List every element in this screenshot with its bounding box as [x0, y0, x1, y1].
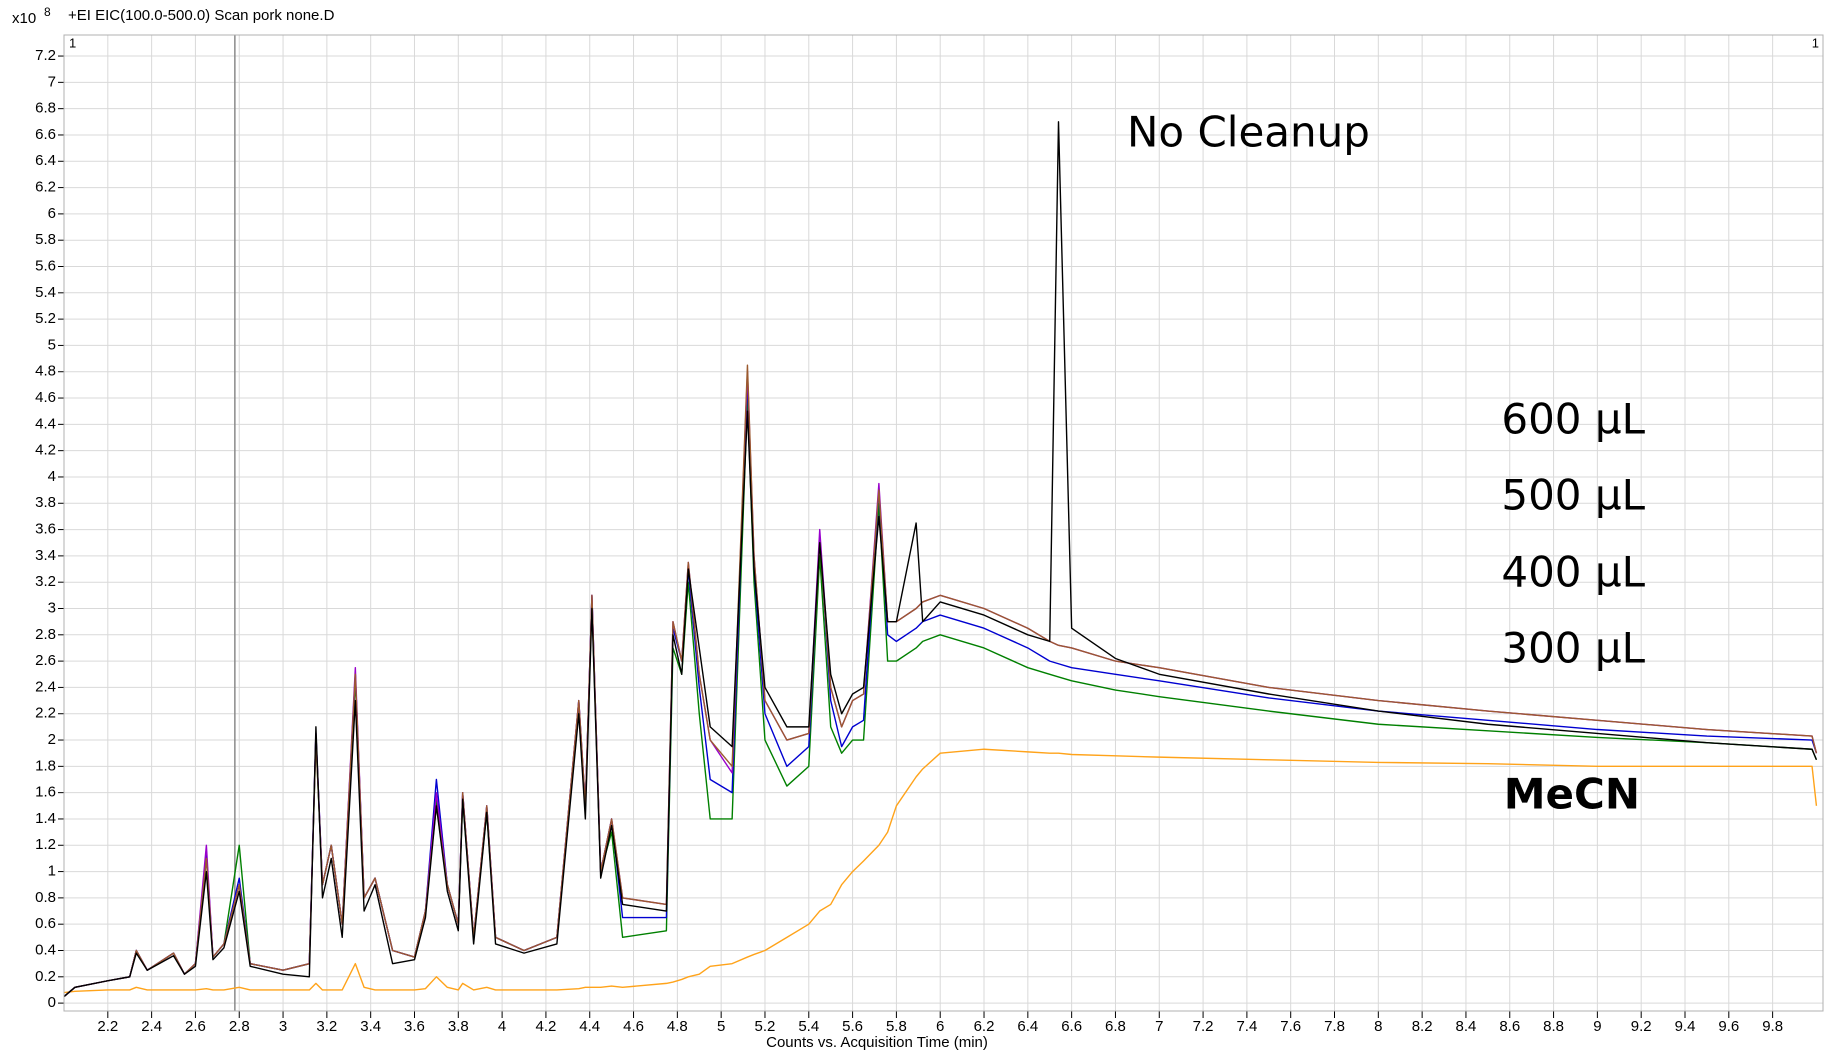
- x-tick-label: 4.4: [579, 1018, 600, 1035]
- x-tick-label: 8.8: [1543, 1018, 1564, 1035]
- x-tick-label: 5.2: [755, 1018, 776, 1035]
- y-tick-label: 3.8: [35, 494, 56, 511]
- y-tick-label: 7: [48, 73, 56, 90]
- series-label: MeCN: [1504, 770, 1640, 819]
- y-tick-label: 6.4: [35, 152, 56, 169]
- y-tick-label: 5.2: [35, 310, 56, 327]
- y-tick-label: 7.2: [35, 47, 56, 64]
- x-tick-label: 8.4: [1456, 1018, 1477, 1035]
- x-tick-label: 9: [1593, 1018, 1601, 1035]
- y-tick-label: 5.6: [35, 257, 56, 274]
- x-tick-label: 4.8: [667, 1018, 688, 1035]
- x-tick-label: 5: [717, 1018, 725, 1035]
- x-tick-label: 5.8: [886, 1018, 907, 1035]
- x-tick-label: 3.8: [448, 1018, 469, 1035]
- y-tick-label: 3: [48, 599, 56, 616]
- y-tick-label: 4: [48, 468, 56, 485]
- series-label: 500 µL: [1501, 471, 1645, 520]
- x-tick-label: 5.4: [798, 1018, 819, 1035]
- x-tick-label: 8.2: [1412, 1018, 1433, 1035]
- y-tick-label: 1: [48, 863, 56, 880]
- y-tick-label: 0.2: [35, 968, 56, 985]
- y-tick-label: 3.6: [35, 521, 56, 538]
- x-tick-label: 5.6: [842, 1018, 863, 1035]
- x-axis-label: Counts vs. Acquisition Time (min): [766, 1034, 988, 1050]
- x-tick-label: 2.8: [229, 1018, 250, 1035]
- y-tick-label: 1.6: [35, 784, 56, 801]
- x-tick-label: 2.4: [141, 1018, 162, 1035]
- x-tick-label: 4: [498, 1018, 506, 1035]
- y-tick-label: 1.2: [35, 836, 56, 853]
- y-multiplier-base: x10: [12, 10, 36, 27]
- y-tick-label: 2.6: [35, 652, 56, 669]
- y-tick-label: 5: [48, 336, 56, 353]
- y-tick-label: 0.8: [35, 889, 56, 906]
- x-tick-label: 3: [279, 1018, 287, 1035]
- y-tick-label: 4.6: [35, 389, 56, 406]
- series-label: No Cleanup: [1127, 108, 1370, 157]
- x-tick-label: 9.6: [1718, 1018, 1739, 1035]
- x-tick-label: 7.4: [1236, 1018, 1257, 1035]
- x-tick-label: 3.2: [316, 1018, 337, 1035]
- plot-area: [64, 35, 1823, 1011]
- y-tick-label: 2.8: [35, 626, 56, 643]
- y-tick-label: 0.6: [35, 915, 56, 932]
- x-tick-label: 7.8: [1324, 1018, 1345, 1035]
- y-tick-label: 6.8: [35, 100, 56, 117]
- pane-label: 1: [69, 35, 76, 50]
- x-tick-label: 3.4: [360, 1018, 381, 1035]
- x-tick-label: 4.6: [623, 1018, 644, 1035]
- x-tick-label: 6: [936, 1018, 944, 1035]
- x-tick-label: 7.6: [1280, 1018, 1301, 1035]
- series-label: 300 µL: [1501, 624, 1645, 673]
- x-tick-label: 9.4: [1675, 1018, 1696, 1035]
- y-tick-label: 4.4: [35, 415, 56, 432]
- x-tick-label: 6.2: [974, 1018, 995, 1035]
- y-tick-label: 4.2: [35, 442, 56, 459]
- y-multiplier-exponent: 8: [44, 5, 51, 19]
- y-tick-label: 2: [48, 731, 56, 748]
- y-tick-label: 6.2: [35, 179, 56, 196]
- y-tick-label: 6.6: [35, 126, 56, 143]
- x-tick-label: 2.6: [185, 1018, 206, 1035]
- y-tick-label: 2.4: [35, 678, 56, 695]
- y-tick-label: 3.4: [35, 547, 56, 564]
- x-tick-label: 3.6: [404, 1018, 425, 1035]
- y-tick-label: 5.4: [35, 284, 56, 301]
- x-tick-label: 7: [1155, 1018, 1163, 1035]
- x-tick-label: 6.8: [1105, 1018, 1126, 1035]
- x-tick-label: 9.8: [1762, 1018, 1783, 1035]
- x-tick-label: 4.2: [535, 1018, 556, 1035]
- x-tick-label: 7.2: [1193, 1018, 1214, 1035]
- series-line: [63, 748, 1818, 994]
- y-tick-label: 1.8: [35, 757, 56, 774]
- chart-title: +EI EIC(100.0-500.0) Scan pork none.D: [68, 7, 335, 24]
- y-tick-label: 2.2: [35, 705, 56, 722]
- x-tick-label: 2.2: [97, 1018, 118, 1035]
- x-tick-label: 8.6: [1499, 1018, 1520, 1035]
- series-label: 400 µL: [1501, 548, 1645, 597]
- x-tick-label: 8: [1374, 1018, 1382, 1035]
- x-tick-label: 6.6: [1061, 1018, 1082, 1035]
- series-label: 600 µL: [1501, 395, 1645, 444]
- y-tick-label: 0: [48, 994, 56, 1011]
- y-tick-label: 1.4: [35, 810, 56, 827]
- y-tick-label: 6: [48, 205, 56, 222]
- pane-label: 1: [1812, 35, 1819, 50]
- y-tick-label: 0.4: [35, 941, 56, 958]
- y-tick-label: 4.8: [35, 363, 56, 380]
- y-tick-label: 3.2: [35, 573, 56, 590]
- y-tick-label: 5.8: [35, 231, 56, 248]
- x-tick-label: 9.2: [1631, 1018, 1652, 1035]
- x-tick-label: 6.4: [1017, 1018, 1038, 1035]
- plot-frame: [63, 34, 1824, 1012]
- series-line: [63, 121, 1818, 998]
